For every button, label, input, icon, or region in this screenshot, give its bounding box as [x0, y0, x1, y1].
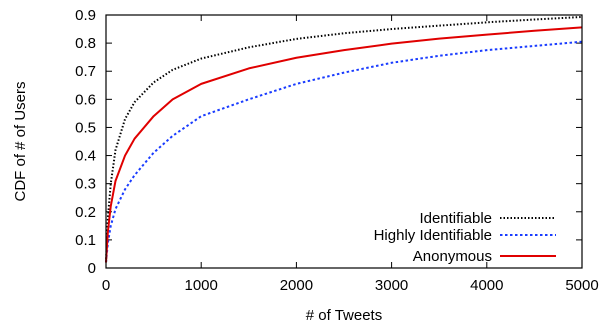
series-lines	[105, 15, 583, 263]
y-tick-label: 0.7	[75, 63, 96, 80]
y-tick-label: 0.9	[75, 7, 96, 24]
x-tick-label: 0	[102, 277, 110, 294]
y-tick-label: 0.2	[75, 204, 96, 221]
plot-frame	[105, 14, 583, 269]
series-line-anonymous	[105, 26, 583, 263]
x-tick-label: 4000	[470, 277, 503, 294]
y-tick-label: 0.4	[75, 148, 96, 165]
y-axis-title: CDF of # of Users	[12, 81, 29, 201]
axis-tick-labels: 0 1000 2000 3000 4000 5000 0 0.1 0.2 0.3 0.4 0.5 0.6…	[75, 7, 599, 294]
legend-label: Identifiable	[419, 210, 492, 227]
y-tick-label: 0.3	[75, 176, 96, 193]
y-tick-label: 0.1	[75, 232, 96, 249]
y-tick-label: 0	[88, 260, 96, 277]
y-tick-label: 0.8	[75, 35, 96, 52]
y-tick-label: 0.5	[75, 119, 96, 136]
x-tick-label: 2000	[280, 277, 313, 294]
legend-label: Anonymous	[413, 248, 492, 265]
x-tick-label: 3000	[375, 277, 408, 294]
legend-label: Highly Identifiable	[374, 227, 492, 244]
x-axis-title: # of Tweets	[306, 307, 382, 324]
x-tick-label: 5000	[565, 277, 598, 294]
y-tick-label: 0.6	[75, 91, 96, 108]
series-line-highly-identifiable	[105, 40, 583, 263]
x-tick-label: 1000	[185, 277, 218, 294]
series-line-identifiable	[105, 15, 583, 263]
axis-ticks	[105, 14, 583, 269]
